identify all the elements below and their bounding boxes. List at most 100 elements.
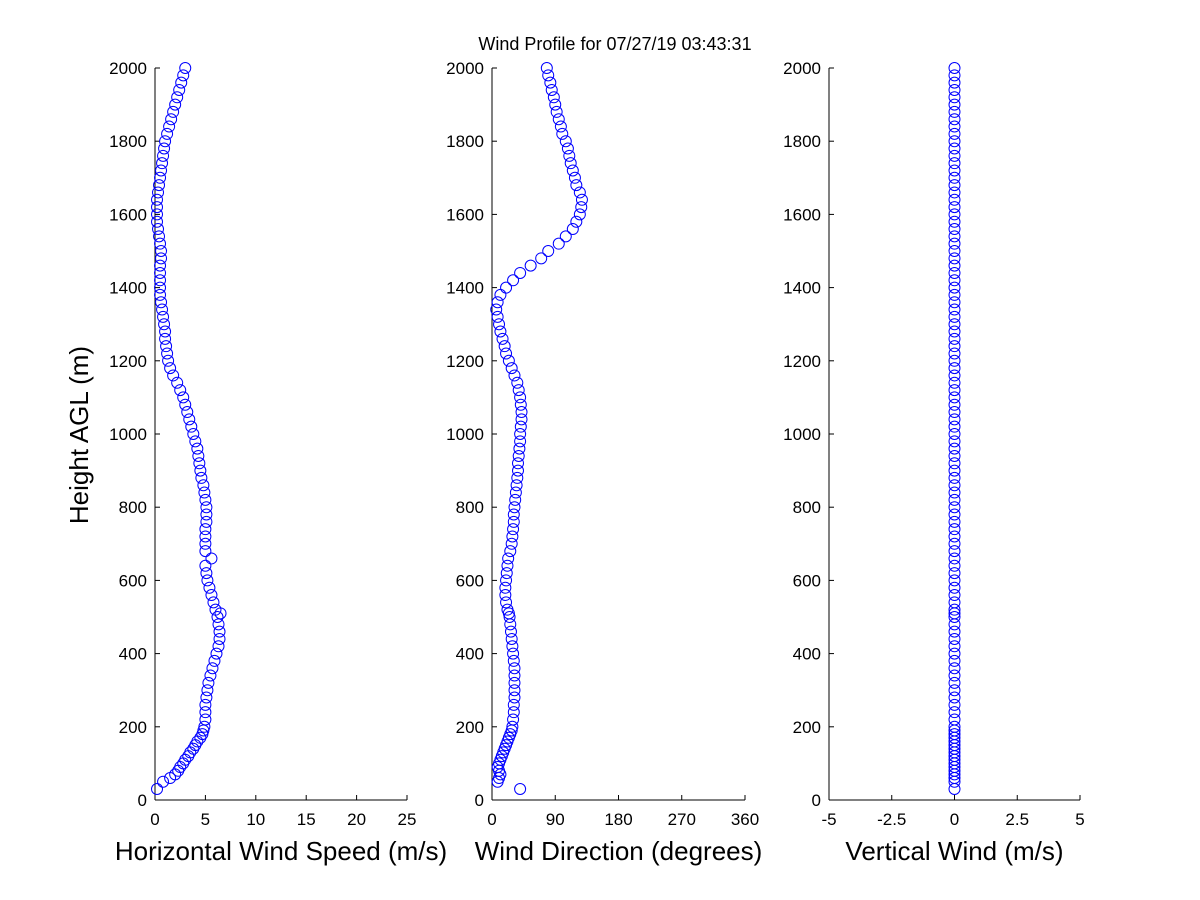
data-point xyxy=(948,669,961,682)
y-tick-label: 600 xyxy=(456,571,484,590)
data-point xyxy=(575,201,588,214)
data-point xyxy=(151,215,164,228)
data-point xyxy=(514,435,527,448)
y-tick-label: 800 xyxy=(793,498,821,517)
data-point xyxy=(556,127,569,140)
data-point xyxy=(948,347,961,360)
y-tick-label: 800 xyxy=(119,498,147,517)
data-point xyxy=(155,296,168,309)
data-point xyxy=(948,340,961,353)
data-point xyxy=(948,157,961,170)
data-point xyxy=(948,691,961,704)
y-tick-label: 1400 xyxy=(446,279,484,298)
data-point xyxy=(160,340,173,353)
data-point xyxy=(552,113,565,126)
data-point xyxy=(948,479,961,492)
data-point xyxy=(948,296,961,309)
data-point xyxy=(195,471,208,484)
data-point xyxy=(948,325,961,338)
data-point xyxy=(159,332,172,345)
y-tick-label: 1800 xyxy=(446,132,484,151)
data-point xyxy=(948,501,961,514)
data-point xyxy=(154,259,167,272)
data-point xyxy=(200,567,213,580)
y-tick-label: 400 xyxy=(119,645,147,664)
data-point xyxy=(506,530,519,543)
y-tick-label: 200 xyxy=(119,718,147,737)
data-point xyxy=(161,127,174,140)
data-point xyxy=(155,245,168,257)
data-point xyxy=(948,303,961,316)
data-point xyxy=(948,179,961,192)
data-point xyxy=(206,662,219,675)
data-point xyxy=(491,296,504,309)
data-point xyxy=(948,493,961,506)
data-point xyxy=(948,464,961,477)
data-point xyxy=(948,449,961,462)
data-point xyxy=(948,486,961,499)
data-point xyxy=(191,442,204,455)
data-point xyxy=(570,215,583,228)
data-point xyxy=(948,259,961,272)
x-tick-label: -5 xyxy=(821,810,836,829)
data-point xyxy=(948,654,961,667)
data-point xyxy=(948,281,961,294)
data-point xyxy=(491,310,504,323)
data-point xyxy=(174,384,187,397)
x-tick-label: 180 xyxy=(604,810,632,829)
data-point xyxy=(157,310,170,323)
data-point xyxy=(514,266,527,279)
data-point xyxy=(948,252,961,265)
data-point xyxy=(948,589,961,602)
data-point xyxy=(199,706,212,719)
data-point xyxy=(948,76,961,89)
data-point xyxy=(948,310,961,323)
data-point xyxy=(948,640,961,653)
data-point xyxy=(199,698,212,711)
data-point xyxy=(948,362,961,375)
y-tick-label: 0 xyxy=(138,791,147,810)
data-point xyxy=(948,567,961,580)
data-point xyxy=(505,362,518,375)
data-point xyxy=(202,676,215,689)
data-point xyxy=(948,91,961,104)
x-tick-label: 10 xyxy=(246,810,265,829)
data-point xyxy=(510,479,523,492)
data-point xyxy=(507,647,520,660)
data-point xyxy=(514,420,527,433)
x-tick-label: 90 xyxy=(546,810,565,829)
data-point xyxy=(500,567,513,580)
data-point xyxy=(508,684,521,697)
data-point xyxy=(948,552,961,565)
data-point xyxy=(948,706,961,719)
x-tick-label: 360 xyxy=(731,810,759,829)
data-point xyxy=(496,332,509,345)
data-point xyxy=(948,713,961,726)
data-point xyxy=(948,193,961,206)
data-point xyxy=(511,376,524,389)
data-point xyxy=(179,398,192,411)
data-point xyxy=(508,369,521,382)
data-point xyxy=(502,354,515,367)
data-point xyxy=(948,413,961,426)
data-point xyxy=(505,632,518,645)
data-point xyxy=(177,391,190,404)
data-point xyxy=(203,581,216,594)
data-point xyxy=(948,384,961,397)
data-point xyxy=(152,186,165,199)
y-tick-label: 1200 xyxy=(109,352,147,371)
data-point xyxy=(948,135,961,148)
data-point xyxy=(549,98,562,111)
data-point xyxy=(514,398,527,411)
data-point xyxy=(507,713,520,726)
data-point xyxy=(508,676,521,689)
x-axis-label: Vertical Wind (m/s) xyxy=(845,836,1063,866)
data-point xyxy=(171,91,184,104)
data-point xyxy=(564,157,577,170)
data-point xyxy=(547,91,560,104)
x-tick-label: 5 xyxy=(201,810,210,829)
data-point xyxy=(948,208,961,221)
data-point xyxy=(493,318,506,331)
data-point xyxy=(566,164,579,177)
